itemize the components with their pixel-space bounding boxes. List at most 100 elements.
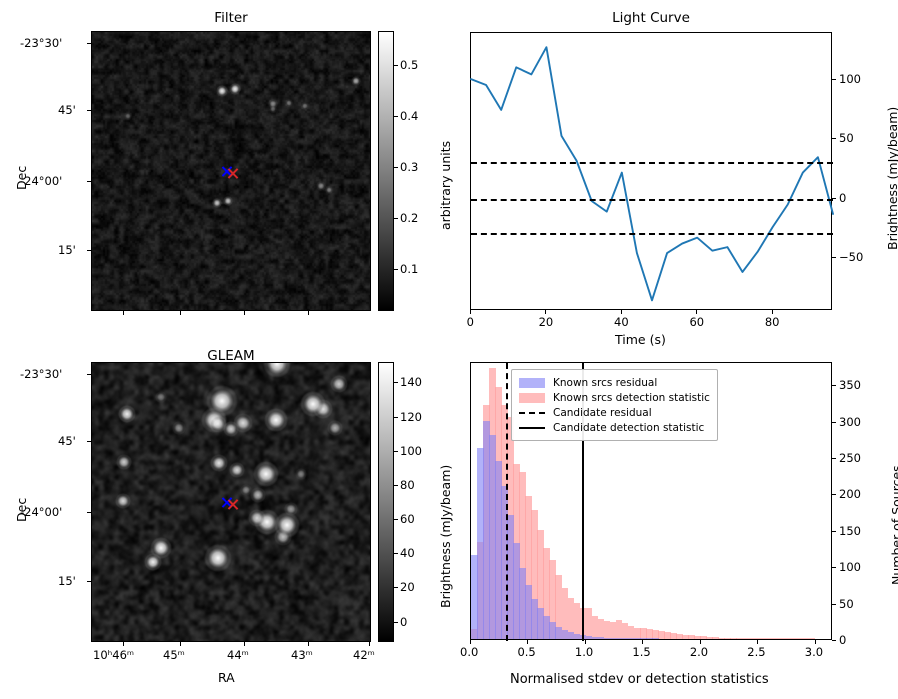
histogram-bar [615, 637, 623, 639]
histogram-bar [531, 598, 538, 639]
histogram-bar [555, 574, 563, 639]
gleam-cbtick [394, 621, 398, 623]
filter-cb-label: 0.5 [400, 58, 419, 72]
gleam-colorbar-label: Brightness (mJy/beam) [438, 464, 453, 608]
histogram-ytick-label: 350 [839, 378, 861, 393]
histogram-bar [567, 632, 575, 639]
filter-xtick [123, 311, 124, 315]
histogram-bar [531, 510, 538, 639]
filter-ytick [87, 110, 91, 111]
histogram-xtick [642, 640, 644, 644]
histogram-ytick-label: 100 [839, 560, 861, 575]
histogram-bar [712, 636, 719, 639]
light-curve-ylabel: Brightness (mJy/beam) [885, 106, 898, 250]
histogram-bar [507, 515, 514, 639]
gleam-cbtick [394, 382, 398, 384]
histogram-xtick-label: 0.5 [517, 645, 536, 659]
histogram-bar [784, 638, 792, 639]
histogram-bar [694, 636, 701, 639]
gleam-xtick [369, 642, 370, 646]
histogram-bar [597, 636, 605, 639]
histogram-bar [639, 638, 647, 639]
gleam-xtick [123, 642, 124, 646]
histogram-bar [525, 585, 532, 639]
filter-cbtick [394, 116, 398, 117]
histogram-xtick [584, 640, 586, 644]
histogram-bars-residual [471, 363, 831, 639]
filter-cbtick [394, 269, 398, 270]
histogram-bar [796, 638, 804, 639]
histogram-xtick [757, 640, 759, 644]
histogram-ytick [832, 421, 836, 423]
light-curve-ytick [832, 197, 836, 199]
histogram-bar [573, 602, 581, 639]
histogram-bar [772, 638, 780, 639]
histogram-bar [700, 636, 707, 639]
histogram-bar [718, 637, 725, 639]
histogram-bar [736, 637, 744, 639]
histogram-bar [615, 620, 623, 639]
histogram-bar [489, 434, 496, 639]
candidate-residual-line [506, 363, 509, 641]
histogram-bar [645, 638, 653, 639]
histogram-bar [664, 632, 671, 639]
histogram-xtick [470, 640, 471, 644]
histogram-bar [706, 636, 713, 639]
histogram-bar [676, 633, 683, 639]
histogram-bar [748, 638, 756, 639]
gleam-ytick-label: 45' [58, 434, 76, 448]
histogram-bar [760, 638, 768, 639]
histogram-ytick [832, 458, 836, 460]
gleam-ytick-label: -23°30' [20, 367, 63, 381]
histogram-bar [790, 638, 798, 639]
gleam-cb-label: 0 [400, 614, 408, 629]
red-x-marker [227, 167, 240, 180]
light-curve-ytick [832, 256, 836, 258]
gleam-ytick [87, 374, 91, 375]
histogram-bar [597, 619, 605, 639]
histogram-bar [543, 616, 551, 639]
histogram-xtick-label: 0.0 [460, 645, 479, 659]
light-curve-xtick [771, 310, 773, 314]
candidate-detection-line [581, 363, 585, 641]
histogram-bar [561, 629, 569, 639]
filter-ytick-label: -24°00' [20, 174, 63, 188]
histogram-bar [603, 620, 611, 639]
legend-item-candidate-residual: Candidate residual [519, 405, 710, 420]
gleam-xtick [308, 642, 309, 646]
gleam-cbtick [394, 587, 398, 589]
gleam-xtick-label: 45ᵐ [163, 648, 185, 662]
histogram-xtick [527, 640, 529, 644]
filter-colorbar-label: arbitrary units [438, 140, 453, 230]
filter-ytick [87, 181, 91, 182]
threshold-line [471, 161, 833, 164]
histogram-ytick-label: 200 [839, 487, 861, 502]
gleam-cb-label: 20 [400, 580, 415, 595]
gleam-xlabel: RA [218, 670, 235, 685]
gleam-cbtick [394, 553, 398, 555]
gleam-cb-label: 100 [400, 443, 422, 458]
histogram-bar [808, 638, 816, 639]
histogram-xtick-label: 3.0 [804, 645, 824, 659]
histogram-ytick-label: 150 [839, 523, 861, 538]
histogram-bar [639, 628, 647, 639]
histogram-bar [609, 622, 617, 639]
light-curve-xtick [620, 310, 622, 314]
histogram-bar [537, 529, 544, 639]
filter-ytick-label: 45' [58, 103, 76, 117]
light-curve-ytick [832, 79, 836, 81]
histogram-bar [519, 471, 526, 639]
histogram-bar [682, 634, 689, 639]
histogram-bar [537, 608, 544, 639]
histogram-ytick [832, 603, 836, 605]
histogram-bar [591, 636, 599, 639]
filter-cbtick [394, 167, 398, 168]
filter-ytick [87, 250, 91, 251]
histogram-bar [495, 460, 502, 639]
gleam-xtick [244, 642, 245, 646]
gleam-cb-label: 60 [400, 512, 415, 527]
histogram-bar [766, 638, 774, 639]
histogram-bar [670, 633, 677, 639]
light-curve-xtick [470, 310, 471, 314]
light-curve-xlabel: Time (s) [615, 332, 666, 347]
